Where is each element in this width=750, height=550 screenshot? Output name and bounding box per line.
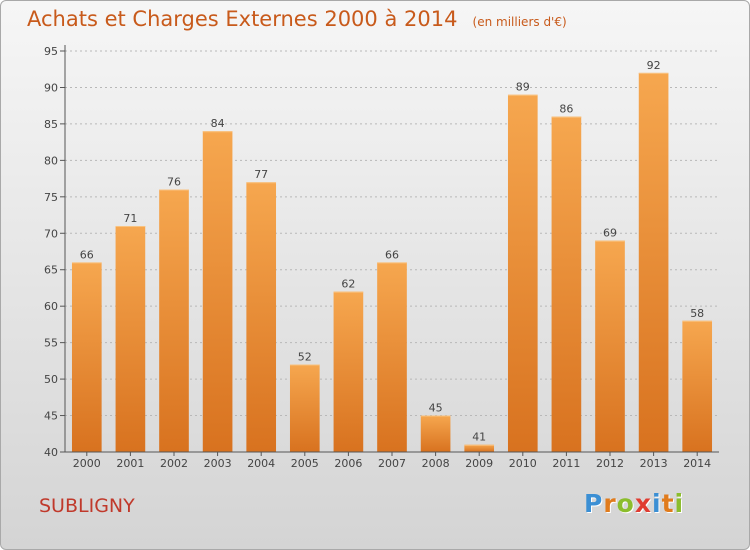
y-tick-label: 75 <box>44 191 58 204</box>
bar-2001 <box>115 225 146 452</box>
x-tick-label-2013: 2013 <box>640 457 668 470</box>
bar-2002 <box>159 189 189 452</box>
logo-letter: o <box>616 489 635 518</box>
value-label-2014: 58 <box>690 307 704 320</box>
value-label-2002: 76 <box>167 176 181 189</box>
x-tick-label-2002: 2002 <box>160 457 188 470</box>
chart-title: Achats et Charges Externes 2000 à 2014 <box>27 7 458 31</box>
y-tick-label: 95 <box>44 45 58 58</box>
value-label-2009: 41 <box>472 431 486 444</box>
bar-2003 <box>202 131 233 452</box>
bar-2007 <box>377 262 407 452</box>
x-tick-label-2006: 2006 <box>334 457 362 470</box>
value-label-2006: 62 <box>341 278 355 291</box>
value-label-2013: 92 <box>647 59 661 72</box>
bar-2010 <box>507 94 538 452</box>
x-tick-label-2005: 2005 <box>291 457 319 470</box>
logo-letter: i <box>652 489 662 518</box>
value-label-2001: 71 <box>123 212 137 225</box>
bar-2008 <box>420 415 451 452</box>
x-tick-label-2008: 2008 <box>422 457 450 470</box>
bar-2014 <box>682 320 713 452</box>
y-tick-label: 80 <box>44 154 58 167</box>
x-tick-label-2004: 2004 <box>247 457 275 470</box>
chart-subtitle: (en milliers d'€) <box>472 15 567 29</box>
logo-letter: i <box>674 489 685 518</box>
y-tick-label: 45 <box>44 410 58 423</box>
commune-name: SUBLIGNY <box>39 495 135 517</box>
value-label-2003: 84 <box>211 117 225 130</box>
bar-2004 <box>246 182 277 452</box>
x-tick-label-2001: 2001 <box>116 457 144 470</box>
y-tick-label: 90 <box>44 81 58 94</box>
proxiti-logo: Proxiti <box>584 489 684 518</box>
x-tick-label-2007: 2007 <box>378 457 406 470</box>
y-tick-label: 60 <box>44 300 58 313</box>
bar-2000 <box>71 262 102 452</box>
value-label-2000: 66 <box>80 248 94 261</box>
x-tick-label-2012: 2012 <box>596 457 624 470</box>
title-row: Achats et Charges Externes 2000 à 2014 (… <box>27 7 567 31</box>
value-label-2010: 89 <box>516 81 530 94</box>
bar-2009 <box>464 444 495 452</box>
y-tick-label: 40 <box>44 446 58 459</box>
value-label-2004: 77 <box>254 168 268 181</box>
x-tick-label-2000: 2000 <box>73 457 101 470</box>
value-label-2008: 45 <box>429 402 443 415</box>
value-label-2012: 69 <box>603 227 617 240</box>
y-tick-label: 50 <box>44 373 58 386</box>
y-tick-label: 65 <box>44 264 58 277</box>
bar-2006 <box>333 291 364 452</box>
logo-letter: r <box>603 489 617 518</box>
bar-2012 <box>595 240 625 452</box>
value-label-2011: 86 <box>559 103 573 116</box>
logo-letter: t <box>661 489 675 518</box>
bar-2013 <box>638 72 669 452</box>
x-tick-label-2003: 2003 <box>204 457 232 470</box>
value-label-2007: 66 <box>385 248 399 261</box>
value-label-2005: 52 <box>298 351 312 364</box>
x-tick-label-2009: 2009 <box>465 457 493 470</box>
y-tick-label: 55 <box>44 337 58 350</box>
logo-letter: x <box>634 489 652 518</box>
x-tick-label-2010: 2010 <box>509 457 537 470</box>
bar-2011 <box>551 116 582 453</box>
bar-2005 <box>289 364 320 452</box>
logo-letter: P <box>584 489 604 518</box>
y-tick-label: 85 <box>44 118 58 131</box>
x-tick-label-2011: 2011 <box>552 457 580 470</box>
y-tick-label: 70 <box>44 227 58 240</box>
x-tick-label-2014: 2014 <box>683 457 711 470</box>
